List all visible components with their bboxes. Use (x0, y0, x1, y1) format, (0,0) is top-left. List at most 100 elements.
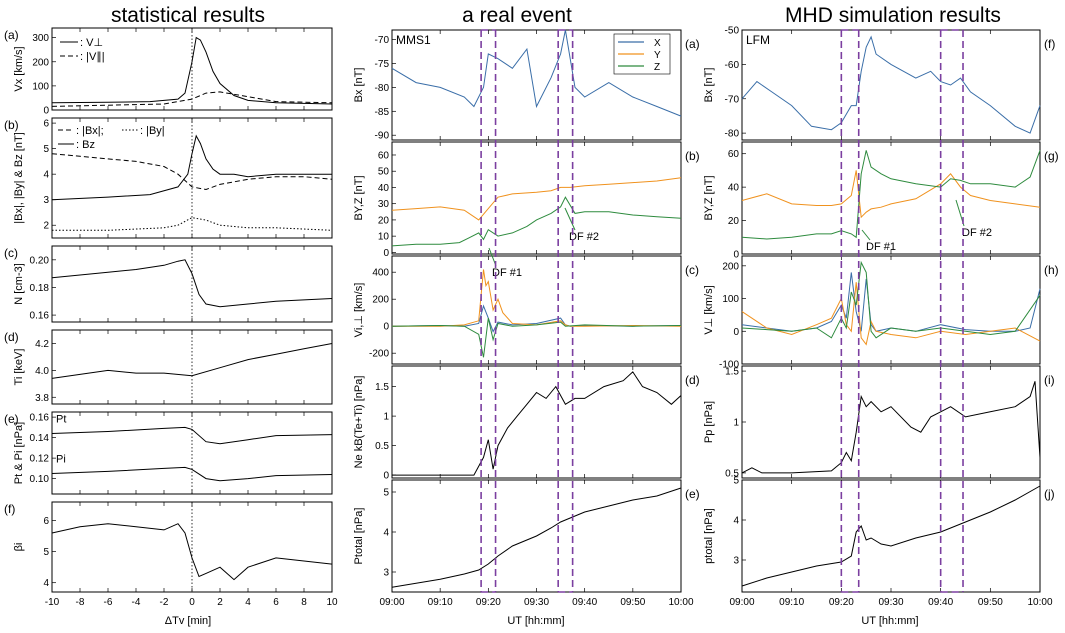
y-tick-label: -60 (725, 60, 740, 71)
y-tick-label: 0.16 (30, 311, 50, 322)
real-event-panel-1: 0 10 20 30 40 50 60 BY,Z [nT] (b) DF #2 (353, 141, 700, 259)
x-tick-label: 09:50 (978, 597, 1003, 608)
axes-box (391, 141, 682, 255)
legend-label: Y (654, 50, 661, 61)
series-ptotal (741, 485, 1041, 587)
series-Z (741, 150, 1041, 240)
y-tick-label: 0.14 (30, 433, 50, 444)
series-Bx (391, 29, 682, 117)
axes-box (741, 479, 1041, 593)
y-tick-label: 6 (43, 119, 49, 130)
x-tick-label: 09:00 (729, 597, 754, 608)
y-tick-label: 2 (43, 221, 49, 232)
y-axis-label: |Bx|, |By| & Bz [nT] (13, 132, 25, 224)
y-tick-label: -75 (375, 59, 390, 70)
y-axis-label: ptotal [nPa] (703, 508, 715, 564)
series-|By| (52, 217, 333, 231)
y-axis-label: BY,Z [nT] (353, 175, 365, 220)
series-Pp (392, 371, 682, 476)
axes-box (51, 501, 333, 593)
axes-box (391, 255, 682, 365)
y-tick-label: 0 (383, 471, 389, 482)
x-tick-label: -4 (132, 597, 141, 608)
model-label: LFM (746, 33, 770, 47)
statistical-panel-3: 3.8 4.0 4.2 Ti [keV] (d) (4, 329, 333, 405)
x-tick-label: 09:20 (476, 597, 501, 608)
panel-label: (h) (1044, 263, 1059, 277)
series-V⊥ (51, 36, 333, 105)
series-Bx (741, 35, 1041, 134)
y-tick-label: 5 (733, 476, 739, 487)
series-Pt (51, 426, 333, 445)
panel-label: (d) (685, 373, 700, 387)
df2-arrow (564, 207, 576, 231)
mhd-simulation-panel-3: 0.5 1 1.5 Pp [nPa] (i) (703, 365, 1055, 479)
x-tick-label: -6 (104, 597, 113, 608)
y-tick-label: 50 (378, 167, 390, 178)
legend-label: : |V∥| (80, 51, 105, 63)
series-Y (392, 269, 682, 327)
y-tick-label: 0.10 (30, 474, 50, 485)
annotation-pt: Pt (56, 413, 66, 425)
panel-label: (a) (4, 28, 19, 42)
x-axis-label: UT [hh:mm] (861, 615, 918, 627)
y-tick-label: 3 (43, 195, 49, 206)
y-tick-label: -200 (369, 349, 389, 360)
panel-label: (d) (4, 330, 19, 344)
legend-label: : |Bx|; (76, 125, 104, 137)
y-tick-label: 0.5 (725, 468, 739, 479)
real-event-panel-4: 09:00 09:10 09:20 09:30 09:40 09:50 10:00 3 4 5 Pt… (353, 479, 700, 608)
panel-label: (b) (4, 118, 19, 132)
statistical-panel-5: -10 -8 -6 -4 -2 0 2 4 6 8 10 4 5 6 βi (f) (4, 501, 338, 608)
x-tick-label: 09:20 (829, 597, 854, 608)
y-tick-label: 5 (43, 547, 49, 558)
x-tick-label: 09:50 (620, 597, 645, 608)
mhd-simulation-panel-0: -50 -60 -70 -80 Bx [nT] (f) LFM (703, 26, 1055, 141)
y-tick-label: 1.5 (375, 382, 389, 393)
panel-label: (b) (685, 149, 700, 163)
legend-label: X (654, 38, 661, 49)
y-tick-label: 5 (43, 144, 49, 155)
x-tick-label: 10 (326, 597, 338, 608)
statistical-panel-2: 0.16 0.18 0.20 N [cm-3] (c) (4, 245, 333, 323)
y-tick-label: 0 (383, 322, 389, 333)
y-tick-label: 3.8 (35, 393, 49, 404)
title-real-event: a real event (462, 4, 572, 27)
y-tick-label: -90 (375, 131, 390, 142)
series-Bz (51, 134, 332, 201)
x-tick-label: -2 (160, 597, 169, 608)
y-axis-label: Vx [km/s] (13, 46, 25, 91)
panel-label: (i) (1044, 373, 1055, 387)
legend-label: Z (654, 62, 660, 73)
x-tick-label: 09:30 (878, 597, 903, 608)
y-axis-label: Bx [nT] (353, 68, 365, 103)
y-tick-label: 0 (383, 248, 389, 259)
series-Z (391, 317, 682, 358)
panel-label: (a) (685, 37, 700, 51)
y-tick-label: -70 (725, 94, 740, 105)
x-tick-label: 10:00 (1027, 597, 1052, 608)
y-tick-label: 100 (32, 81, 49, 92)
y-tick-label: -80 (375, 83, 390, 94)
df2-label: DF #2 (962, 227, 992, 239)
series-Y (741, 170, 1041, 219)
y-tick-label: 4 (383, 528, 389, 539)
x-tick-label: 09:30 (524, 597, 549, 608)
statistical-panel-4: 0.10 0.12 0.14 0.16 Pt & Pi [nPa](e) Pt Pi (4, 411, 333, 495)
df1-label: DF #1 (866, 241, 896, 253)
y-tick-label: 200 (372, 295, 389, 306)
y-tick-label: 4 (733, 516, 739, 527)
x-tick-label: 09:40 (928, 597, 953, 608)
real-event-panel-3: 0 0.5 1 1.5 Ne kB(Te+Ti) [nPa] (d) (353, 365, 700, 482)
axes-box (741, 365, 1041, 479)
y-tick-label: 200 (32, 57, 49, 68)
x-tick-label: 2 (217, 597, 223, 608)
spacecraft-label: MMS1 (396, 33, 431, 47)
annotation-pi: Pi (56, 453, 66, 465)
series-βi (51, 523, 333, 581)
legend-label: : Bz (76, 139, 95, 151)
y-tick-label: 100 (722, 294, 739, 305)
y-tick-label: 4 (43, 170, 49, 181)
df2-label: DF #2 (569, 231, 599, 243)
